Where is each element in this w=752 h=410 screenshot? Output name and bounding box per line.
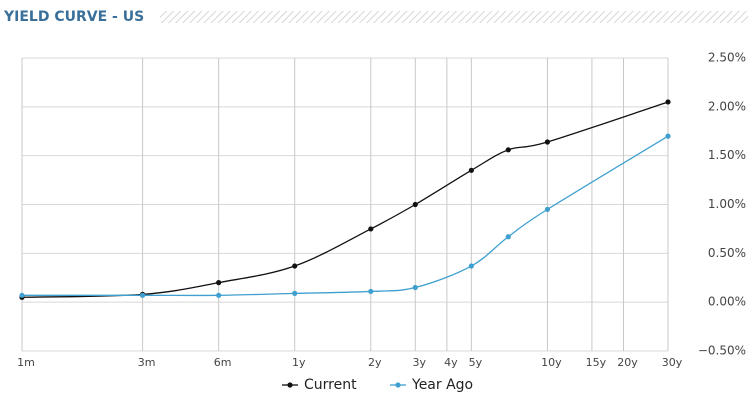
x-tick-label: 3y xyxy=(413,356,427,369)
data-point xyxy=(544,206,551,212)
data-point xyxy=(368,226,374,232)
title-hatch xyxy=(160,11,748,23)
x-tick-label: 6m xyxy=(214,356,232,369)
series-line xyxy=(22,135,669,297)
y-tick-label: 0.50% xyxy=(708,246,746,260)
data-point xyxy=(468,167,474,173)
y-tick-label: 1.00% xyxy=(708,197,746,211)
x-tick-label: 10y xyxy=(541,356,562,369)
legend-dot xyxy=(287,382,293,388)
data-point xyxy=(665,133,671,139)
data-point xyxy=(139,292,146,298)
legend-label: Year Ago xyxy=(411,377,473,393)
x-tick-label: 3m xyxy=(138,356,156,369)
x-tick-label: 5y xyxy=(469,356,483,369)
data-point xyxy=(544,139,551,145)
data-point xyxy=(468,263,474,269)
x-tick-label: 20y xyxy=(617,356,638,369)
data-point xyxy=(505,147,511,153)
data-point xyxy=(412,284,418,291)
y-tick-label: −0.50% xyxy=(698,344,746,358)
chart-title: YIELD CURVE - US xyxy=(3,9,144,25)
x-tick-label: 30y xyxy=(662,356,683,369)
data-point xyxy=(292,290,298,296)
legend-label: Current xyxy=(304,377,357,393)
data-point xyxy=(505,234,511,240)
data-point xyxy=(368,288,374,295)
data-point xyxy=(665,99,671,105)
data-point xyxy=(292,263,298,269)
legend-dot xyxy=(395,382,401,388)
data-point xyxy=(216,292,222,298)
y-tick-label: 0.00% xyxy=(708,295,746,309)
data-point xyxy=(216,280,222,286)
x-tick-label: 2y xyxy=(368,356,382,369)
y-tick-label: 2.00% xyxy=(708,99,746,113)
y-tick-label: 2.50% xyxy=(708,51,746,65)
x-tick-label: 1y xyxy=(292,356,306,369)
data-point xyxy=(19,292,25,298)
series-line xyxy=(21,101,669,298)
x-tick-label: 1m xyxy=(17,356,35,369)
x-tick-label: 4y xyxy=(444,356,458,369)
x-tick-label: 15y xyxy=(586,356,607,369)
y-tick-label: 1.50% xyxy=(708,148,746,162)
data-point xyxy=(412,201,418,208)
